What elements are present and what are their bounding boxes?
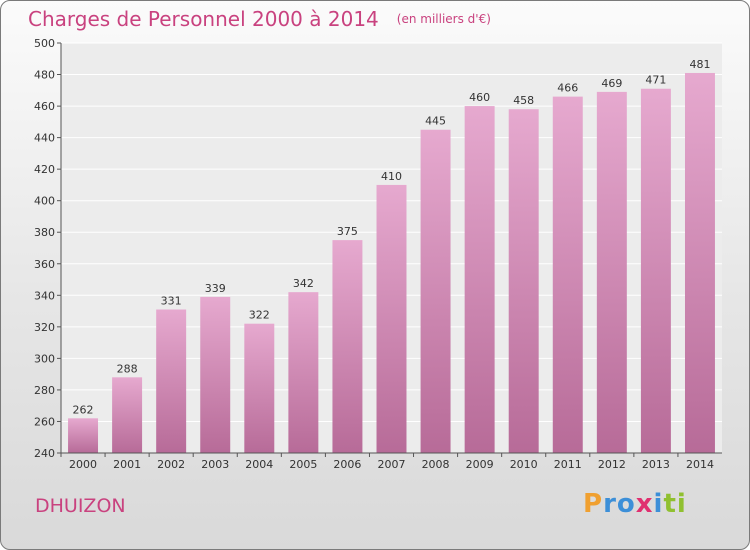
logo-letter: t — [663, 489, 677, 519]
y-tick-label: 340 — [34, 289, 55, 302]
bar-2001 — [112, 377, 143, 453]
y-tick-label: 320 — [34, 321, 55, 334]
y-tick-label: 460 — [34, 100, 55, 113]
bar-2014 — [684, 72, 715, 453]
data-label-2001: 288 — [117, 362, 138, 375]
proxiti-logo[interactable]: Proxiti — [583, 489, 687, 519]
y-axis-ticks: 240 260 280 300 320 340 360 380 400 420 440 460 480 5… — [34, 37, 61, 460]
bar-2008 — [420, 129, 451, 453]
x-tick-label-2014: 2014 — [686, 458, 714, 471]
data-label-2007: 410 — [381, 170, 402, 183]
y-tick-label: 280 — [34, 384, 55, 397]
logo-letter: P — [583, 489, 604, 519]
y-tick-label: 300 — [34, 352, 55, 365]
chart-title: Charges de Personnel 2000 à 2014 (en mill… — [28, 7, 491, 31]
bar-2010 — [508, 109, 539, 453]
y-tick-label: 420 — [34, 163, 55, 176]
x-tick-label-2004: 2004 — [245, 458, 273, 471]
data-label-2003: 339 — [205, 282, 226, 295]
y-tick-label: 400 — [34, 195, 55, 208]
y-tick-label: 500 — [34, 37, 55, 50]
logo-letter: r — [603, 489, 617, 519]
bar-2007 — [376, 184, 407, 453]
x-tick-label-2011: 2011 — [554, 458, 582, 471]
x-tick-label-2001: 2001 — [113, 458, 141, 471]
data-label-2012: 469 — [601, 77, 622, 90]
data-labels: 262 288 331 339 322 342 375 410 445 460 458 466 469 4… — [73, 58, 711, 416]
x-axis-ticks: 2000 2001 2002 2003 2004 2005 2006 2007 2008 2009… — [60, 453, 714, 471]
x-tick-label-2002: 2002 — [157, 458, 185, 471]
bar-2002 — [156, 309, 187, 453]
logo-letter: i — [653, 489, 664, 519]
y-tick-label: 480 — [34, 69, 55, 82]
data-label-2010: 458 — [513, 94, 534, 107]
bar-2000 — [68, 418, 99, 453]
data-label-2004: 322 — [249, 309, 270, 322]
x-tick-label-2005: 2005 — [289, 458, 317, 471]
data-label-2002: 331 — [161, 295, 182, 308]
chart-unit: (en milliers d'€) — [396, 12, 491, 26]
y-tick-label: 440 — [34, 132, 55, 145]
commune-name: DHUIZON — [35, 495, 126, 517]
data-label-2011: 466 — [557, 82, 578, 95]
logo-letter: x — [635, 489, 654, 519]
x-tick-label-2007: 2007 — [378, 458, 406, 471]
logo-letter: o — [616, 489, 636, 519]
y-tick-label: 240 — [34, 447, 55, 460]
data-label-2005: 342 — [293, 277, 314, 290]
logo-letter: i — [676, 489, 687, 519]
data-label-2006: 375 — [337, 225, 358, 238]
bars — [68, 72, 715, 454]
bar-2003 — [200, 296, 231, 453]
bar-2013 — [640, 88, 671, 453]
data-label-2008: 445 — [425, 115, 446, 128]
data-label-2014: 481 — [689, 58, 710, 71]
bar-2011 — [552, 96, 583, 453]
x-tick-label-2010: 2010 — [510, 458, 538, 471]
bar-2005 — [288, 292, 319, 453]
bar-2012 — [596, 91, 627, 453]
x-tick-label-2003: 2003 — [201, 458, 229, 471]
y-tick-label: 260 — [34, 415, 55, 428]
x-tick-label-2012: 2012 — [598, 458, 626, 471]
bar-2006 — [332, 240, 363, 453]
x-tick-label-2008: 2008 — [422, 458, 450, 471]
y-tick-label: 380 — [34, 226, 55, 239]
x-tick-label-2000: 2000 — [69, 458, 97, 471]
data-label-2013: 471 — [645, 74, 666, 87]
data-label-2000: 262 — [73, 403, 94, 416]
chart-title-text: Charges de Personnel 2000 à 2014 — [28, 7, 379, 31]
x-tick-label-2009: 2009 — [466, 458, 494, 471]
x-tick-label-2013: 2013 — [642, 458, 670, 471]
bar-2009 — [464, 106, 495, 454]
x-tick-label-2006: 2006 — [333, 458, 361, 471]
data-label-2009: 460 — [469, 91, 490, 104]
bar-2004 — [244, 323, 275, 453]
y-tick-label: 360 — [34, 258, 55, 271]
